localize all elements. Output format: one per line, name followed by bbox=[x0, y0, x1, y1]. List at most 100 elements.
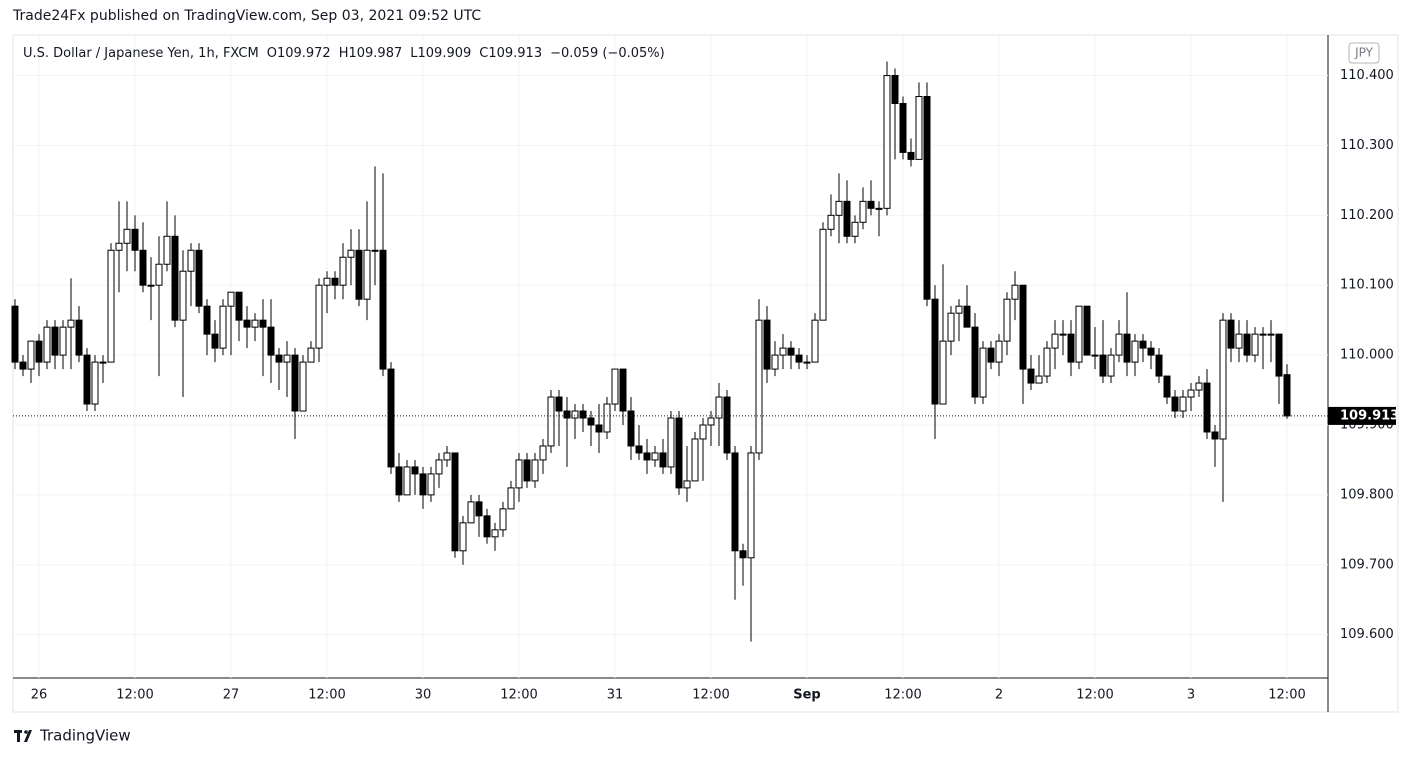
candle-body bbox=[427, 473, 435, 496]
candle-body bbox=[659, 452, 667, 468]
candle-body bbox=[891, 75, 899, 104]
candle-body bbox=[123, 228, 131, 244]
x-tick-label: 31 bbox=[607, 688, 624, 703]
candle-body bbox=[339, 256, 347, 286]
candle-body bbox=[547, 396, 555, 447]
candle-body bbox=[731, 452, 739, 552]
candle-body bbox=[763, 319, 771, 370]
candle-body bbox=[883, 75, 891, 209]
candle-body bbox=[267, 326, 275, 356]
candle-body bbox=[699, 424, 707, 440]
candle-body bbox=[515, 459, 523, 489]
candle-body bbox=[235, 291, 243, 321]
candle-body bbox=[475, 501, 483, 517]
candle-body bbox=[35, 340, 43, 363]
last-price-label: 109.913 bbox=[1340, 408, 1399, 423]
candle-body bbox=[443, 452, 451, 461]
footer-brand: TradingView bbox=[39, 727, 131, 745]
candle-body bbox=[1219, 319, 1227, 440]
candle-body bbox=[91, 361, 99, 405]
candle-body bbox=[523, 459, 531, 482]
candle-body bbox=[67, 319, 75, 328]
candle-body bbox=[1267, 333, 1275, 336]
candle-body bbox=[307, 347, 315, 363]
candle-body bbox=[155, 263, 163, 286]
candle-body bbox=[755, 319, 763, 454]
x-tick-label: Sep bbox=[793, 688, 821, 703]
candle-body bbox=[395, 466, 403, 496]
candle-body bbox=[435, 459, 443, 475]
x-tick-label: 2 bbox=[995, 688, 1003, 703]
candle-body bbox=[1091, 354, 1099, 357]
candle-body bbox=[1203, 382, 1211, 433]
candle-body bbox=[243, 319, 251, 328]
candle-body bbox=[963, 305, 971, 328]
candle-body bbox=[835, 200, 843, 216]
candle-body bbox=[1075, 305, 1083, 363]
candle-body bbox=[531, 459, 539, 482]
candle-body bbox=[171, 235, 179, 321]
candle-body bbox=[1011, 284, 1019, 300]
x-tick-label: 12:00 bbox=[308, 688, 345, 703]
candle-body bbox=[83, 354, 91, 405]
candle-body bbox=[603, 403, 611, 433]
candle-body bbox=[275, 354, 283, 363]
y-tick-label: 110.100 bbox=[1340, 278, 1394, 293]
candle-body bbox=[179, 270, 187, 321]
x-tick-label: 12:00 bbox=[1268, 688, 1305, 703]
candle-body bbox=[1099, 354, 1107, 377]
candle-body bbox=[387, 368, 395, 468]
candle-body bbox=[1275, 333, 1283, 377]
candle-body bbox=[947, 312, 955, 342]
candle-body bbox=[195, 249, 203, 307]
candle-body bbox=[739, 550, 747, 559]
candle-body bbox=[59, 326, 67, 356]
candle-body bbox=[587, 417, 595, 426]
candle-body bbox=[1147, 347, 1155, 356]
currency-box bbox=[1348, 42, 1380, 64]
candle-body bbox=[467, 501, 475, 524]
candle-body bbox=[1171, 396, 1179, 412]
candle-body bbox=[987, 347, 995, 363]
candle-body bbox=[1059, 333, 1067, 336]
x-tick-label: 26 bbox=[31, 688, 48, 703]
candle-body bbox=[859, 200, 867, 223]
candle-body bbox=[315, 284, 323, 349]
candle-body bbox=[147, 284, 155, 287]
candle-body bbox=[1163, 375, 1171, 398]
y-tick-label: 110.200 bbox=[1340, 208, 1394, 223]
candle-body bbox=[1003, 298, 1011, 342]
candle-body bbox=[595, 424, 603, 433]
candle-body bbox=[643, 452, 651, 461]
candle-body bbox=[1035, 375, 1043, 384]
candle-body bbox=[651, 452, 659, 461]
candle-body bbox=[611, 368, 619, 405]
candle-body bbox=[107, 249, 115, 363]
candle-body bbox=[907, 151, 915, 160]
publish-header: Trade24Fx published on TradingView.com, … bbox=[13, 8, 482, 24]
o-value: 109.972 bbox=[277, 46, 331, 61]
candle-body bbox=[771, 354, 779, 370]
candle-body bbox=[1283, 374, 1291, 417]
candle-body bbox=[931, 298, 939, 405]
candle-body bbox=[811, 319, 819, 363]
x-tick-label: 12:00 bbox=[500, 688, 537, 703]
candle-body bbox=[691, 438, 699, 482]
candle-body bbox=[803, 361, 811, 364]
candle-body bbox=[675, 417, 683, 489]
candle-body bbox=[1259, 333, 1267, 336]
candle-body bbox=[939, 340, 947, 405]
candle-body bbox=[491, 529, 499, 538]
candle-body bbox=[1107, 354, 1115, 377]
candle-body bbox=[163, 235, 171, 265]
candle-body bbox=[779, 347, 787, 356]
change: −0.059 (−0.05%) bbox=[550, 46, 665, 61]
legend: U.S. Dollar / Japanese Yen, 1h, FXCM O109… bbox=[23, 46, 665, 61]
candle-body bbox=[1083, 305, 1091, 356]
candle-body bbox=[1043, 347, 1051, 377]
x-tick-label: 12:00 bbox=[1076, 688, 1113, 703]
candle-body bbox=[1227, 319, 1235, 349]
candle-body bbox=[563, 410, 571, 419]
candle-body bbox=[627, 410, 635, 447]
